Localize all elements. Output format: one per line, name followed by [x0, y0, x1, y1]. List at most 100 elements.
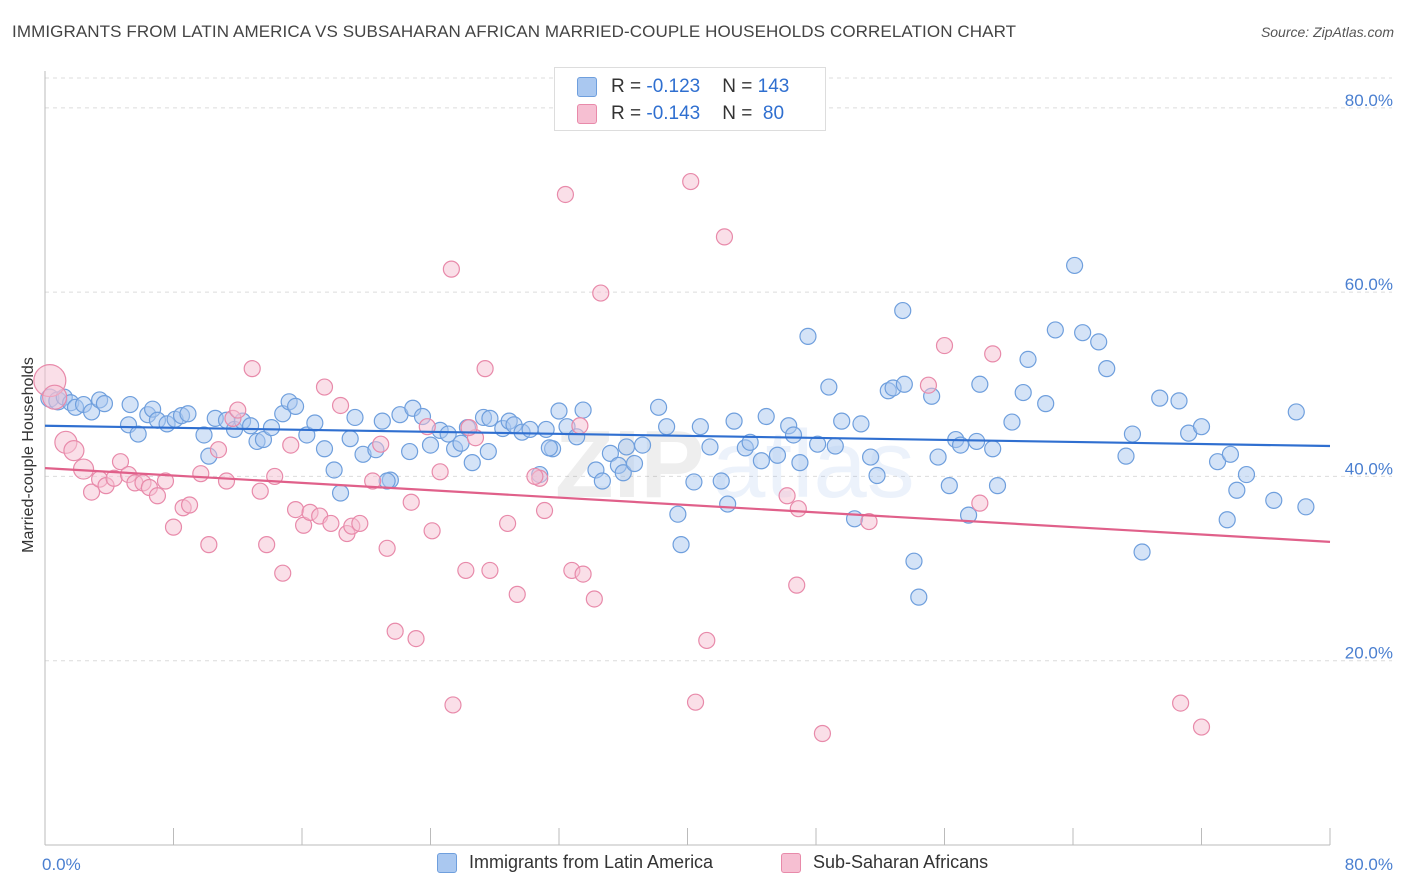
subsaharan-point — [535, 501, 554, 520]
legend-r-label: R = — [611, 76, 647, 97]
latin-america-point — [791, 454, 809, 472]
subsaharan-point — [258, 536, 276, 554]
trend-line-subsaharan — [44, 467, 1331, 543]
axes — [44, 71, 1331, 846]
latin-america-point — [984, 440, 1002, 458]
latin-america-point — [691, 418, 709, 436]
subsaharan-point — [42, 384, 68, 410]
latin-america-point — [669, 505, 687, 523]
latin-america-point — [601, 444, 620, 462]
latin-america-point — [82, 403, 101, 421]
latin-america-point — [1151, 389, 1169, 407]
latin-america-point — [940, 477, 958, 495]
latin-america-point — [1123, 425, 1142, 443]
subsaharan-point — [378, 539, 396, 557]
subsaharan-point — [813, 724, 832, 743]
trend-line-latin-america — [44, 424, 1331, 448]
latin-america-point — [905, 552, 923, 570]
subsaharan-point — [315, 378, 334, 396]
trend-lines — [44, 424, 1331, 543]
latin-america-point — [479, 442, 497, 461]
latin-america-point — [1090, 333, 1108, 351]
subsaharan-point — [574, 565, 592, 583]
latin-america-point — [521, 420, 539, 439]
subsaharan-point — [407, 629, 425, 648]
latin-america-point — [550, 402, 568, 420]
subsaharan-point — [585, 590, 603, 608]
subsaharan-point — [217, 472, 236, 490]
legend-n-value: 143 — [757, 76, 790, 97]
latin-america-point — [625, 454, 644, 473]
bottom-legend-swatch-blue — [437, 852, 457, 873]
subsaharan-point — [476, 360, 494, 378]
subsaharan-point — [984, 345, 1002, 363]
latin-america-point — [121, 395, 139, 414]
latin-america-point — [1066, 256, 1084, 275]
chart-title: IMMIGRANTS FROM LATIN AMERICA VS SUBSAHA… — [12, 22, 1017, 41]
latin-america-point — [1019, 350, 1037, 369]
legend-n-value: 80 — [757, 103, 785, 124]
latin-america-point — [262, 418, 281, 437]
latin-america-point — [685, 473, 703, 491]
subsaharan-point — [860, 512, 878, 531]
subsaharan-point — [192, 465, 210, 483]
y-tick-label: 60.0% — [1345, 275, 1393, 294]
subsaharan-point — [111, 453, 130, 471]
latin-america-point — [540, 439, 558, 457]
x-tick-label-min: 0.0% — [42, 855, 81, 874]
subsaharan-point — [423, 522, 441, 540]
latin-america-point — [439, 425, 457, 443]
legend-swatch-blue — [577, 77, 597, 97]
latin-america-point — [341, 430, 359, 448]
subsaharan-point — [457, 561, 475, 580]
subsaharan-point — [442, 260, 460, 278]
latin-america-point — [463, 454, 481, 472]
latin-america-point — [752, 452, 770, 470]
bottom-legend-label: Sub-Saharan Africans — [813, 852, 989, 872]
subsaharan-point — [571, 417, 589, 435]
latin-america-point — [741, 433, 759, 451]
latin-america-point — [658, 418, 676, 436]
latin-america-point — [1003, 413, 1021, 431]
latin-america-point — [325, 461, 343, 479]
latin-america-point — [1218, 511, 1236, 529]
subsaharan-point — [778, 487, 796, 505]
latin-america-point — [799, 327, 817, 345]
latin-america-point — [768, 446, 787, 464]
source-label: Source: ZipAtlas.com — [1260, 24, 1394, 40]
series-subsaharan-points — [33, 172, 1211, 743]
latin-america-point — [1037, 395, 1055, 413]
latin-america-point — [179, 405, 197, 423]
latin-america-point — [452, 434, 470, 452]
latin-america-point — [895, 375, 913, 393]
latin-america-point — [306, 414, 324, 432]
latin-america-point — [809, 435, 827, 453]
subsaharan-point — [331, 396, 350, 415]
latin-america-point — [617, 438, 636, 456]
latin-america-point — [701, 438, 719, 456]
latin-america-point — [1014, 383, 1032, 402]
latin-america-point — [129, 425, 147, 443]
latin-america-point — [574, 401, 592, 419]
latin-america-point — [988, 477, 1007, 495]
bottom-legend-latin-america: Immigrants from Latin America — [437, 852, 713, 873]
latin-america-point — [672, 536, 690, 554]
latin-america-point — [1228, 481, 1246, 499]
subsaharan-point — [935, 336, 954, 355]
latin-america-point — [910, 588, 928, 606]
latin-america-point — [614, 464, 632, 482]
subsaharan-point — [592, 284, 610, 302]
subsaharan-point — [686, 693, 705, 711]
subsaharan-point — [63, 440, 85, 462]
legend-n-label: N = — [722, 103, 758, 124]
latin-america-point — [1098, 360, 1116, 378]
latin-america-point — [852, 415, 870, 433]
y-tick-label: 40.0% — [1345, 459, 1393, 478]
latin-america-point — [712, 472, 730, 490]
y-axis-label: Married-couple Households — [20, 357, 37, 553]
latin-america-point — [481, 409, 499, 427]
latin-america-point — [862, 448, 880, 466]
subsaharan-point — [372, 435, 390, 453]
subsaharan-point — [282, 436, 300, 454]
